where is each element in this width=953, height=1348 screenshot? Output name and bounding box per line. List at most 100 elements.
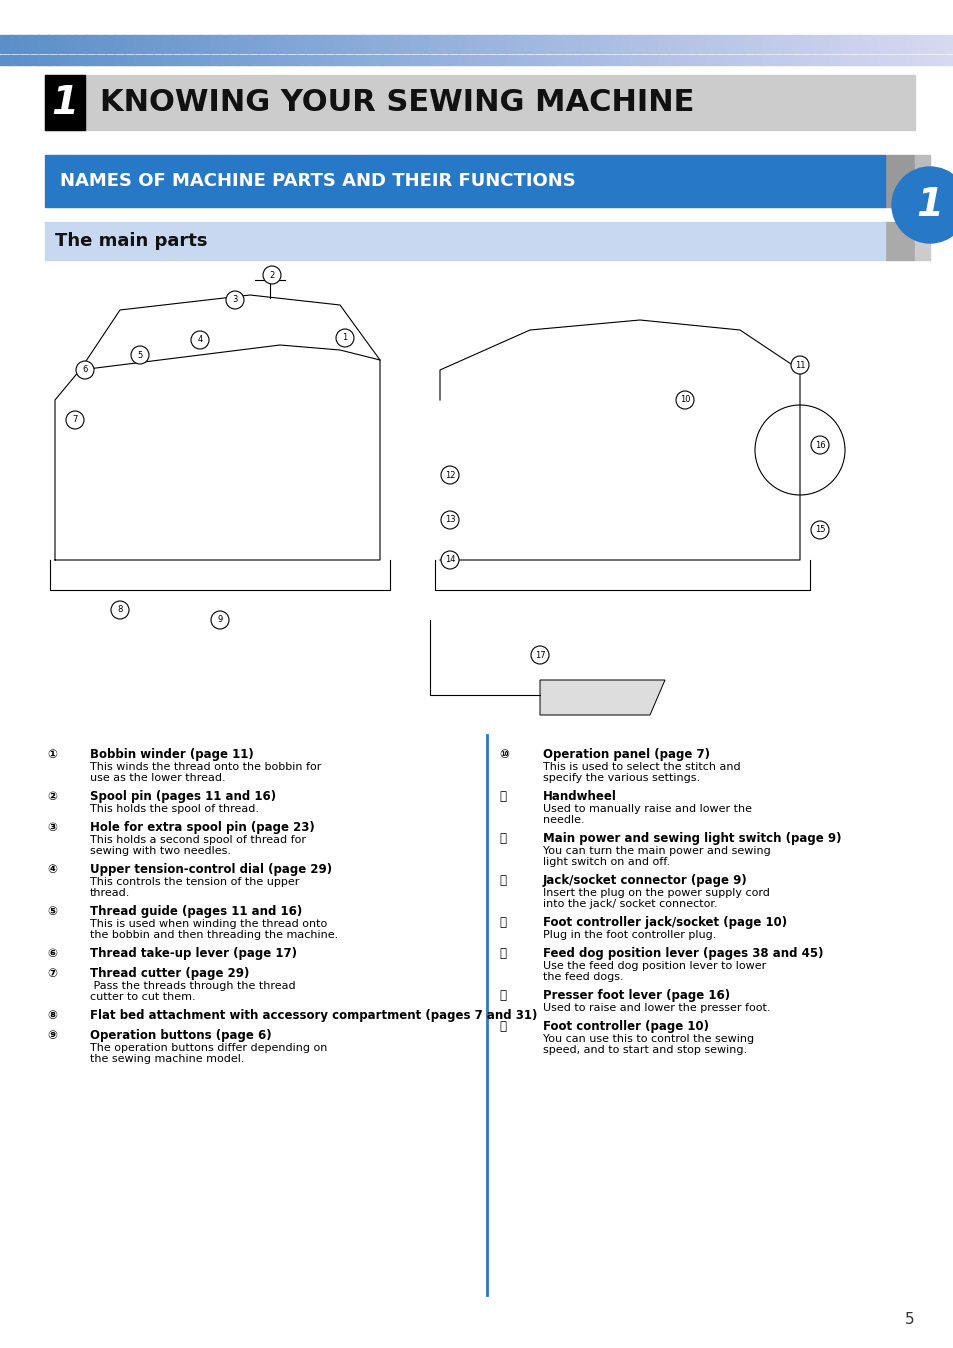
Bar: [839, 35, 849, 53]
Circle shape: [891, 167, 953, 243]
Circle shape: [676, 391, 693, 408]
Circle shape: [440, 511, 458, 528]
Circle shape: [66, 411, 84, 429]
Bar: [10, 55, 20, 65]
Bar: [553, 55, 563, 65]
Bar: [172, 55, 182, 65]
Bar: [457, 55, 468, 65]
Bar: [429, 55, 439, 65]
Text: Handwheel: Handwheel: [542, 790, 617, 803]
Bar: [381, 55, 392, 65]
Bar: [820, 35, 830, 53]
Bar: [57, 55, 68, 65]
Bar: [381, 35, 392, 53]
Text: ⑨: ⑨: [48, 1029, 62, 1042]
Bar: [267, 35, 277, 53]
Bar: [76, 55, 87, 65]
Text: This controls the tension of the upper: This controls the tension of the upper: [90, 878, 299, 887]
Circle shape: [754, 404, 844, 495]
Bar: [45, 75, 85, 129]
Bar: [29, 35, 39, 53]
Bar: [591, 55, 601, 65]
Bar: [515, 55, 525, 65]
Bar: [314, 35, 325, 53]
Text: Flat bed attachment with accessory compartment (pages 7 and 31): Flat bed attachment with accessory compa…: [90, 1010, 537, 1022]
Text: Presser foot lever (page 16): Presser foot lever (page 16): [542, 989, 729, 1002]
Text: needle.: needle.: [542, 816, 584, 825]
Bar: [181, 35, 192, 53]
Bar: [67, 35, 77, 53]
Bar: [867, 35, 878, 53]
Circle shape: [440, 466, 458, 484]
Bar: [686, 55, 697, 65]
Text: sewing with two needles.: sewing with two needles.: [90, 847, 231, 856]
Text: The main parts: The main parts: [55, 232, 208, 249]
Text: Foot controller jack/socket (page 10): Foot controller jack/socket (page 10): [542, 917, 786, 929]
Bar: [467, 35, 477, 53]
Bar: [524, 55, 535, 65]
Bar: [914, 155, 929, 208]
Bar: [924, 55, 935, 65]
Bar: [534, 55, 544, 65]
Bar: [95, 35, 106, 53]
Bar: [305, 35, 315, 53]
Bar: [753, 35, 763, 53]
Bar: [105, 55, 115, 65]
Text: the bobbin and then threading the machine.: the bobbin and then threading the machin…: [90, 930, 338, 940]
Bar: [658, 35, 668, 53]
Text: Thread take-up lever (page 17): Thread take-up lever (page 17): [90, 948, 296, 960]
Text: Insert the plug on the power supply cord: Insert the plug on the power supply cord: [542, 888, 769, 898]
Text: You can turn the main power and sewing: You can turn the main power and sewing: [542, 847, 770, 856]
Bar: [648, 55, 659, 65]
Text: ⑧: ⑧: [48, 1010, 62, 1022]
Bar: [677, 35, 687, 53]
Bar: [619, 55, 630, 65]
Bar: [124, 55, 134, 65]
Bar: [362, 35, 373, 53]
Bar: [724, 55, 735, 65]
Text: ⑬: ⑬: [499, 874, 511, 887]
Bar: [48, 55, 58, 65]
Bar: [572, 55, 582, 65]
Bar: [505, 35, 516, 53]
Circle shape: [810, 435, 828, 454]
Bar: [715, 35, 725, 53]
Bar: [915, 55, 925, 65]
Bar: [496, 35, 506, 53]
Text: Operation panel (page 7): Operation panel (page 7): [542, 748, 709, 762]
Bar: [410, 55, 420, 65]
Bar: [734, 55, 744, 65]
Bar: [57, 35, 68, 53]
Bar: [400, 55, 411, 65]
Text: 1: 1: [342, 333, 347, 342]
Text: 11: 11: [794, 360, 804, 369]
Bar: [419, 35, 430, 53]
Circle shape: [226, 291, 244, 309]
Bar: [162, 55, 172, 65]
Bar: [353, 55, 363, 65]
Bar: [114, 35, 125, 53]
Bar: [19, 35, 30, 53]
Bar: [343, 55, 354, 65]
Bar: [486, 55, 497, 65]
Bar: [943, 35, 953, 53]
Text: This winds the thread onto the bobbin for: This winds the thread onto the bobbin fo…: [90, 762, 321, 772]
Bar: [152, 55, 163, 65]
Bar: [143, 55, 153, 65]
Text: light switch on and off.: light switch on and off.: [542, 857, 669, 867]
Bar: [191, 55, 201, 65]
Bar: [295, 55, 306, 65]
Bar: [200, 55, 211, 65]
Text: Thread guide (pages 11 and 16): Thread guide (pages 11 and 16): [90, 905, 302, 918]
Bar: [448, 35, 458, 53]
Text: the sewing machine model.: the sewing machine model.: [90, 1054, 244, 1064]
Bar: [715, 55, 725, 65]
Bar: [210, 55, 220, 65]
Circle shape: [263, 266, 281, 284]
Bar: [45, 75, 914, 129]
Bar: [219, 55, 230, 65]
Bar: [734, 35, 744, 53]
Bar: [334, 55, 344, 65]
Bar: [181, 55, 192, 65]
Bar: [696, 55, 706, 65]
